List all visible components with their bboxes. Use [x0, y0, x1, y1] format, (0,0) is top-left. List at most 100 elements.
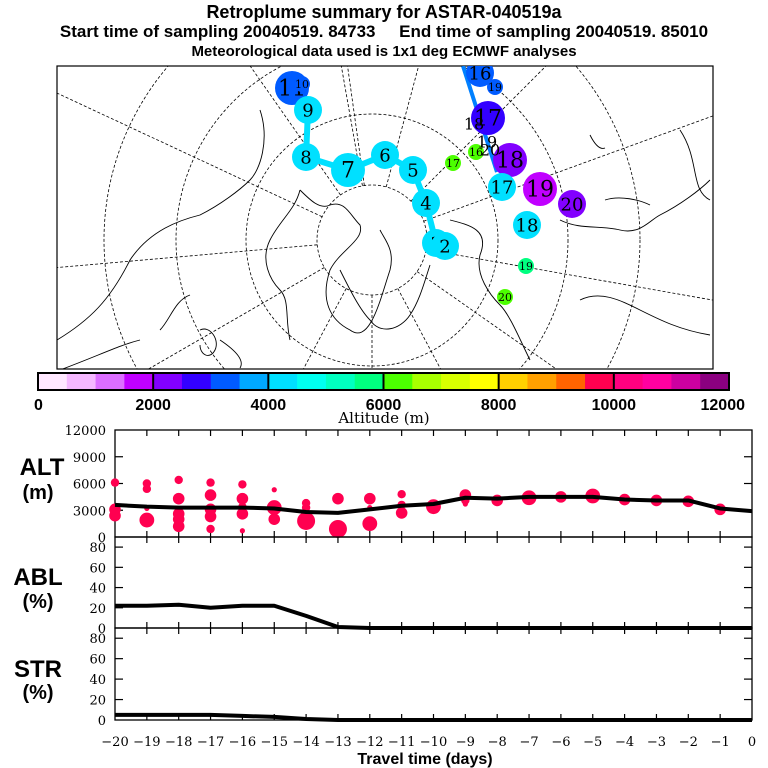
cluster-point	[364, 492, 376, 505]
plume-marker	[493, 143, 527, 177]
colorbar-cell	[498, 373, 528, 390]
cluster-point	[236, 508, 249, 520]
colorbar-cell	[66, 373, 97, 390]
colorbar-cell	[556, 373, 586, 390]
colorbar-cell	[297, 373, 327, 390]
colorbar-cell	[153, 373, 183, 390]
cluster-point	[362, 516, 378, 532]
x-tick-label: −10	[420, 735, 447, 750]
cluster-point	[297, 511, 316, 530]
plume-marker-label: 7	[341, 159, 355, 184]
x-tick-label: −8	[488, 735, 507, 750]
cluster-point	[268, 513, 281, 525]
y-tick-label: 20	[89, 694, 106, 709]
plume-marker-label: 5	[407, 160, 418, 181]
meridian-line	[57, 244, 318, 268]
cluster-point	[395, 507, 408, 519]
y-tick-label: 80	[89, 541, 106, 556]
y-tick-label: 0	[98, 714, 106, 729]
coastline	[579, 295, 711, 336]
colorbar-tick-label: 6000	[366, 397, 402, 414]
coastline	[339, 264, 431, 330]
x-axis-label: Travel time (days)	[357, 751, 492, 768]
plume-marker-label: 19	[477, 133, 497, 152]
x-tick-label: −12	[356, 735, 383, 750]
plume-marker-label: 19	[519, 260, 533, 273]
plume-marker	[294, 96, 322, 124]
plume-marker	[488, 173, 516, 201]
plume-marker	[471, 101, 505, 135]
x-tick-label: −3	[647, 735, 666, 750]
y-tick-label: 40	[89, 582, 106, 597]
x-tick-label: −2	[679, 735, 698, 750]
cluster-point	[204, 510, 217, 523]
colorbar-cell	[412, 373, 442, 390]
colorbar-cell	[527, 373, 557, 390]
plume-marker-label: 19	[488, 81, 502, 94]
cluster-point	[110, 478, 120, 487]
abl-panel-unit: (%)	[22, 591, 53, 613]
colorbar-tick-label: 2000	[135, 397, 171, 414]
colorbar-label: Altitude (m)	[337, 409, 429, 427]
plume-marker	[399, 156, 427, 184]
colorbar-cell	[181, 373, 212, 390]
x-tick-label: −16	[229, 735, 256, 750]
cluster-point	[139, 512, 155, 528]
cluster-point	[332, 492, 344, 505]
cluster-point	[328, 519, 347, 538]
abl-panel-label: ABL	[13, 564, 62, 591]
coastline	[61, 294, 191, 369]
meridian-line	[249, 66, 341, 196]
x-tick-label: −6	[551, 735, 570, 750]
plume-marker-label: 16	[469, 146, 483, 159]
plume-marker-label: 17	[491, 177, 514, 198]
plume-marker	[513, 211, 541, 239]
plume-marker-label: 20	[480, 141, 500, 160]
x-tick-label: −5	[583, 735, 602, 750]
sampling-times: Start time of sampling 20040519. 84733 E…	[59, 22, 709, 41]
cluster-point	[142, 484, 152, 494]
plume-marker	[292, 143, 320, 171]
y-tick-label: 9000	[73, 451, 106, 466]
x-tick-label: −20	[101, 735, 128, 750]
colorbar-tick-label: 8000	[481, 397, 517, 414]
latitude-circle	[175, 66, 569, 369]
x-tick-label: −15	[261, 735, 288, 750]
abl-panel: 0 20 40 60 80	[89, 536, 753, 637]
meridian-line	[397, 288, 442, 369]
plume-marker-label: 16	[469, 63, 492, 84]
met-data-note: Meteorological data used is 1x1 deg ECMW…	[191, 43, 577, 60]
colorbar-cell	[585, 373, 615, 390]
series-line	[115, 712, 752, 722]
plume-marker	[294, 76, 310, 92]
plume-marker-label: 20	[498, 291, 512, 304]
series-line	[114, 494, 753, 515]
cluster-point	[109, 509, 121, 522]
str-panel-label: STR	[14, 656, 62, 683]
y-tick-label: 20	[89, 602, 106, 617]
cluster-point	[174, 475, 183, 485]
cluster-point	[397, 490, 406, 499]
plume-marker-label: 17	[446, 157, 460, 170]
colorbar-cell	[383, 373, 413, 390]
y-tick-label: 6000	[73, 478, 106, 493]
y-tick-label: 60	[89, 653, 106, 668]
cluster-point	[462, 501, 468, 507]
plume-marker-label: 18	[496, 149, 524, 174]
chart-title: Retroplume summary for ASTAR-040519a	[206, 2, 562, 22]
coastline	[679, 129, 711, 201]
plume-marker	[468, 144, 484, 160]
plume-marker	[497, 289, 513, 305]
coastline	[199, 328, 217, 356]
coastline	[57, 109, 265, 341]
coastlines	[57, 109, 711, 369]
coastline	[265, 189, 301, 341]
x-tick-label: 0	[748, 735, 756, 750]
x-tick-label: −17	[197, 735, 224, 750]
meridian-line	[385, 66, 420, 187]
cluster-point	[239, 528, 245, 534]
str-panel: 0 20 40 60 80	[89, 627, 753, 729]
meridian-line	[147, 267, 325, 369]
